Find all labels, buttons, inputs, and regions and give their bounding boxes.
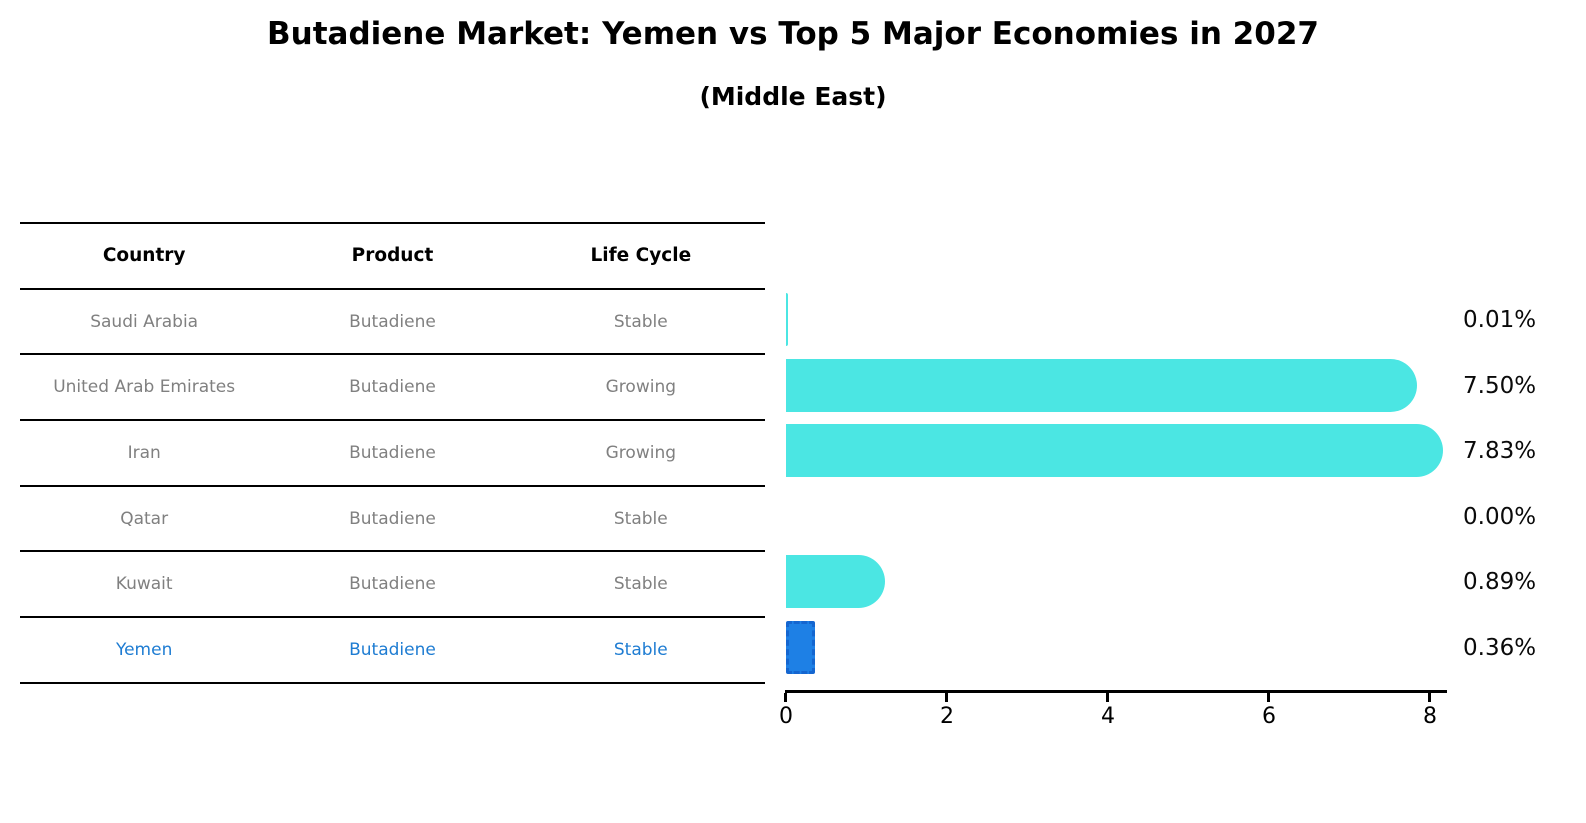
cell-lifecycle: Growing (605, 377, 677, 398)
cell-country: Iran (127, 442, 161, 463)
cell-country: Yemen (115, 639, 173, 660)
column-header-country: Country (102, 245, 186, 267)
bar-value-label: 0.00% (1463, 503, 1537, 530)
bar-value-label: 0.01% (1463, 306, 1537, 333)
cell-lifecycle: Stable (613, 574, 668, 595)
cell-lifecycle: Stable (613, 639, 668, 660)
bar-kuwait (786, 555, 885, 608)
bar-value-label: 7.50% (1463, 372, 1537, 399)
cell-product: Butadiene (349, 377, 436, 398)
bar-saudi-arabia (786, 293, 788, 346)
bar-value-label: 7.83% (1463, 437, 1537, 464)
cell-country: Kuwait (115, 574, 173, 595)
column-header-lifecycle: Life Cycle (590, 245, 692, 267)
x-axis-tick (1267, 693, 1270, 702)
x-axis-tick-label: 0 (779, 704, 793, 729)
table-header-row: Country Product Life Cycle (20, 222, 765, 288)
bar-united-arab-emirates (786, 359, 1417, 412)
x-axis-tick-label: 6 (1262, 704, 1276, 729)
x-axis-line (785, 690, 1447, 693)
cell-product: Butadiene (349, 442, 436, 463)
bar-iran (786, 424, 1444, 477)
data-table: Country Product Life Cycle Saudi Arabia … (20, 222, 765, 684)
x-axis-tick-label: 2 (940, 704, 954, 729)
table-row: Saudi Arabia Butadiene Stable (20, 287, 765, 354)
cell-lifecycle: Growing (605, 442, 677, 463)
column-header-product: Product (351, 245, 434, 267)
table-row: Qatar Butadiene Stable (20, 484, 765, 551)
x-axis-tick (945, 693, 948, 702)
cell-lifecycle: Stable (613, 311, 668, 332)
cell-product: Butadiene (349, 311, 436, 332)
cell-lifecycle: Stable (613, 508, 668, 529)
x-axis-tick-label: 4 (1101, 704, 1115, 729)
cell-product: Butadiene (349, 639, 436, 660)
x-axis-tick (1428, 693, 1431, 702)
bar-value-label: 0.89% (1463, 568, 1537, 595)
x-axis-tick (784, 693, 787, 702)
table-row: Iran Butadiene Growing (20, 419, 765, 485)
cell-product: Butadiene (349, 574, 436, 595)
x-axis-tick-label: 8 (1423, 704, 1437, 729)
table-row: Kuwait Butadiene Stable (20, 550, 765, 616)
x-axis-tick (1106, 693, 1109, 702)
cell-country: United Arab Emirates (53, 377, 236, 398)
cell-product: Butadiene (349, 508, 436, 529)
cell-country: Qatar (120, 508, 169, 529)
bar-value-label: 0.36% (1463, 634, 1537, 661)
chart-title: Butadiene Market: Yemen vs Top 5 Major E… (267, 16, 1319, 52)
chart-subtitle: (Middle East) (699, 82, 887, 111)
cell-country: Saudi Arabia (90, 311, 199, 332)
table-row: United Arab Emirates Butadiene Growing (20, 353, 765, 419)
table-row-yemen-highlight: Yemen Butadiene Stable (20, 616, 765, 684)
bar-yemen-highlighted (786, 621, 815, 674)
